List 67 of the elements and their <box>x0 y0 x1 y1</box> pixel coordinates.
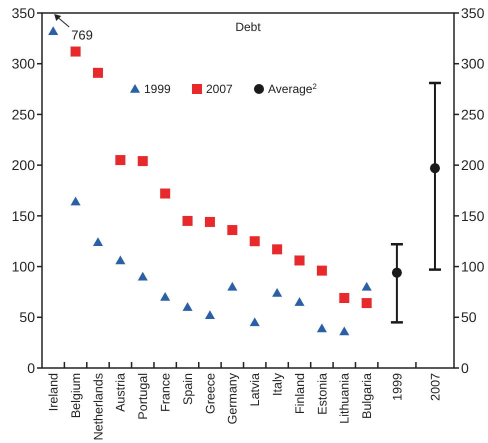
legend-label: Average$^{2}$ <box>268 82 317 96</box>
point <box>250 236 260 246</box>
point <box>70 46 81 57</box>
x-tick-label: Bulgaria <box>360 372 374 419</box>
y2-tick-label: 50 <box>461 309 477 326</box>
x-tick-label: France <box>158 372 173 412</box>
y-tick-label: 350 <box>12 4 36 21</box>
point <box>362 298 372 308</box>
point <box>227 282 238 291</box>
point <box>272 288 282 297</box>
y-tick-label: 100 <box>12 258 36 274</box>
y-tick-label: 50 <box>19 309 36 326</box>
x-tick-label: Belgium <box>68 373 83 418</box>
x-tick-label: Germany <box>226 372 240 424</box>
point <box>70 196 81 206</box>
point <box>160 292 170 301</box>
point <box>227 225 238 236</box>
point <box>48 26 58 36</box>
x-tick-label: Estonia <box>315 372 330 415</box>
point <box>182 216 193 226</box>
y2-tick-label: 250 <box>461 106 485 122</box>
point <box>272 244 282 254</box>
y-tick-label: 150 <box>12 208 36 224</box>
point <box>250 317 260 326</box>
text: Debt <box>235 20 262 34</box>
x-tick-label: Finland <box>292 372 307 414</box>
point <box>204 310 215 320</box>
point <box>115 255 126 264</box>
point <box>138 272 148 280</box>
point <box>92 68 103 78</box>
y2-tick-label: 200 <box>461 157 485 174</box>
x-tick-label: Lithuania <box>338 372 352 424</box>
annotation: 769 <box>71 28 93 43</box>
point <box>294 297 304 306</box>
y2-tick-label: 350 <box>461 4 485 21</box>
point <box>316 266 327 276</box>
point <box>339 326 350 336</box>
x-tick-label: Greece <box>203 372 218 414</box>
legend-label: 2007 <box>206 82 234 96</box>
point <box>339 293 350 304</box>
x-tick-label: 2007 <box>428 372 442 401</box>
y2-tick-label: 0 <box>461 360 469 376</box>
x-tick-label: Portugal <box>136 373 150 420</box>
point <box>204 216 215 227</box>
point <box>115 155 126 166</box>
y-tick-label: 200 <box>12 157 36 174</box>
point <box>138 156 148 166</box>
point <box>92 237 103 246</box>
x-tick-label: 1999 <box>390 372 404 401</box>
y2-tick-label: 150 <box>461 208 485 224</box>
y2-tick-label: 100 <box>461 258 485 274</box>
point <box>294 255 304 266</box>
x-tick-label: Netherlands <box>91 373 106 440</box>
legend-label: 1999 <box>144 82 172 96</box>
y-tick-label: 0 <box>27 360 36 376</box>
x-tick-label: Austria <box>114 372 128 412</box>
point <box>160 188 170 199</box>
point <box>316 323 327 332</box>
y2-tick-label: 300 <box>461 56 485 72</box>
point <box>182 302 193 311</box>
x-tick-label: Latvia <box>248 372 262 406</box>
y-tick-label: 250 <box>12 106 36 122</box>
x-tick-label: Italy <box>270 372 284 396</box>
y-tick-label: 300 <box>12 56 36 72</box>
x-tick-label: Ireland <box>46 372 61 412</box>
point <box>362 282 372 291</box>
x-tick-label: Spain <box>180 372 195 405</box>
